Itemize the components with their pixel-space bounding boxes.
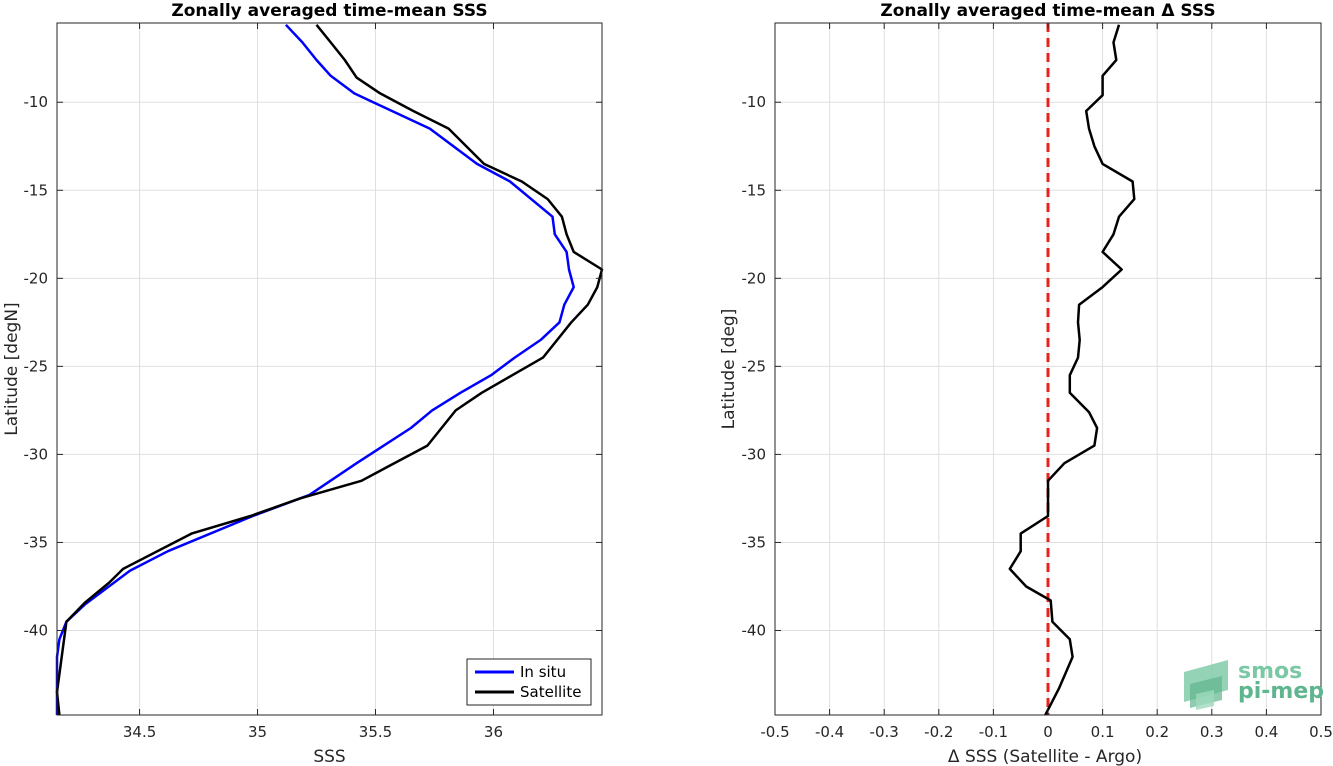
logo-shape <box>1196 690 1214 710</box>
series-line <box>55 23 575 715</box>
series-line <box>55 24 604 716</box>
legend-label-in-situ: In situ <box>520 663 566 681</box>
x-tick-label: -0.2 <box>924 723 953 741</box>
y-tick-label: -25 <box>24 357 49 375</box>
series-group <box>1008 24 1136 716</box>
smos-pi-mep-logo: smos pi-mep <box>1184 659 1324 710</box>
series-group <box>55 23 604 716</box>
y-tick-label: -30 <box>742 445 767 463</box>
ticks: -0.5 -0.4 -0.3 -0.2 -0.1 0 0.1 0.2 0.3 0.4 0.5 -10 -… <box>742 23 1333 741</box>
y-tick-label: -30 <box>24 445 49 463</box>
grid <box>57 23 602 715</box>
x-tick-label: 0.1 <box>1091 723 1115 741</box>
x-tick-label: 35 <box>248 723 267 741</box>
y-tick-label: -15 <box>742 181 767 199</box>
y-tick-label: -35 <box>742 533 767 551</box>
x-axis-label: Δ SSS (Satellite - Argo) <box>948 747 1142 766</box>
y-tick-label: -10 <box>742 93 767 111</box>
chart-title: Zonally averaged time-mean SSS <box>171 1 487 21</box>
y-axis-label: Latitude [deg] <box>719 309 739 430</box>
y-tick-label: -15 <box>24 181 49 199</box>
legend: In situ Satellite <box>466 658 592 706</box>
x-tick-label: -0.5 <box>760 723 789 741</box>
delta-sss-chart: Zonally averaged time-mean Δ SSS -0.5 -0.… <box>719 1 1333 766</box>
x-tick-label: 34.5 <box>123 723 156 741</box>
y-tick-label: -20 <box>24 269 49 287</box>
x-tick-label: 0.2 <box>1145 723 1169 741</box>
x-axis-label: SSS <box>313 747 345 766</box>
sss-chart: Zonally averaged time-mean SSS 34.5 35 35.… <box>2 1 604 766</box>
y-axis-label: Latitude [degN] <box>2 302 22 435</box>
series-line <box>1008 24 1136 716</box>
y-tick-label: -35 <box>24 533 49 551</box>
x-tick-label: 36 <box>484 723 503 741</box>
legend-label-satellite: Satellite <box>520 683 581 701</box>
logo-text-smos: smos <box>1238 659 1302 684</box>
x-tick-label: 0.3 <box>1200 723 1224 741</box>
y-tick-label: -20 <box>742 269 767 287</box>
x-tick-label: 35.5 <box>359 723 392 741</box>
ticks: 34.5 35 35.5 36 -10 -15 -20 -25 -30 -35 -40 <box>24 23 602 741</box>
x-tick-label: -0.1 <box>979 723 1008 741</box>
x-tick-label: 0.5 <box>1309 723 1333 741</box>
x-tick-label: 0.4 <box>1254 723 1278 741</box>
x-tick-label: -0.4 <box>815 723 844 741</box>
legend-box <box>466 658 592 706</box>
chart-title: Zonally averaged time-mean Δ SSS <box>880 1 1215 21</box>
x-tick-label: -0.3 <box>870 723 899 741</box>
y-tick-label: -10 <box>24 93 49 111</box>
y-tick-label: -40 <box>742 621 767 639</box>
plot-frame <box>56 22 603 716</box>
logo-text-pi-mep: pi-mep <box>1238 679 1324 704</box>
y-tick-label: -40 <box>24 621 49 639</box>
x-tick-label: 0 <box>1043 723 1053 741</box>
y-tick-label: -25 <box>742 357 767 375</box>
